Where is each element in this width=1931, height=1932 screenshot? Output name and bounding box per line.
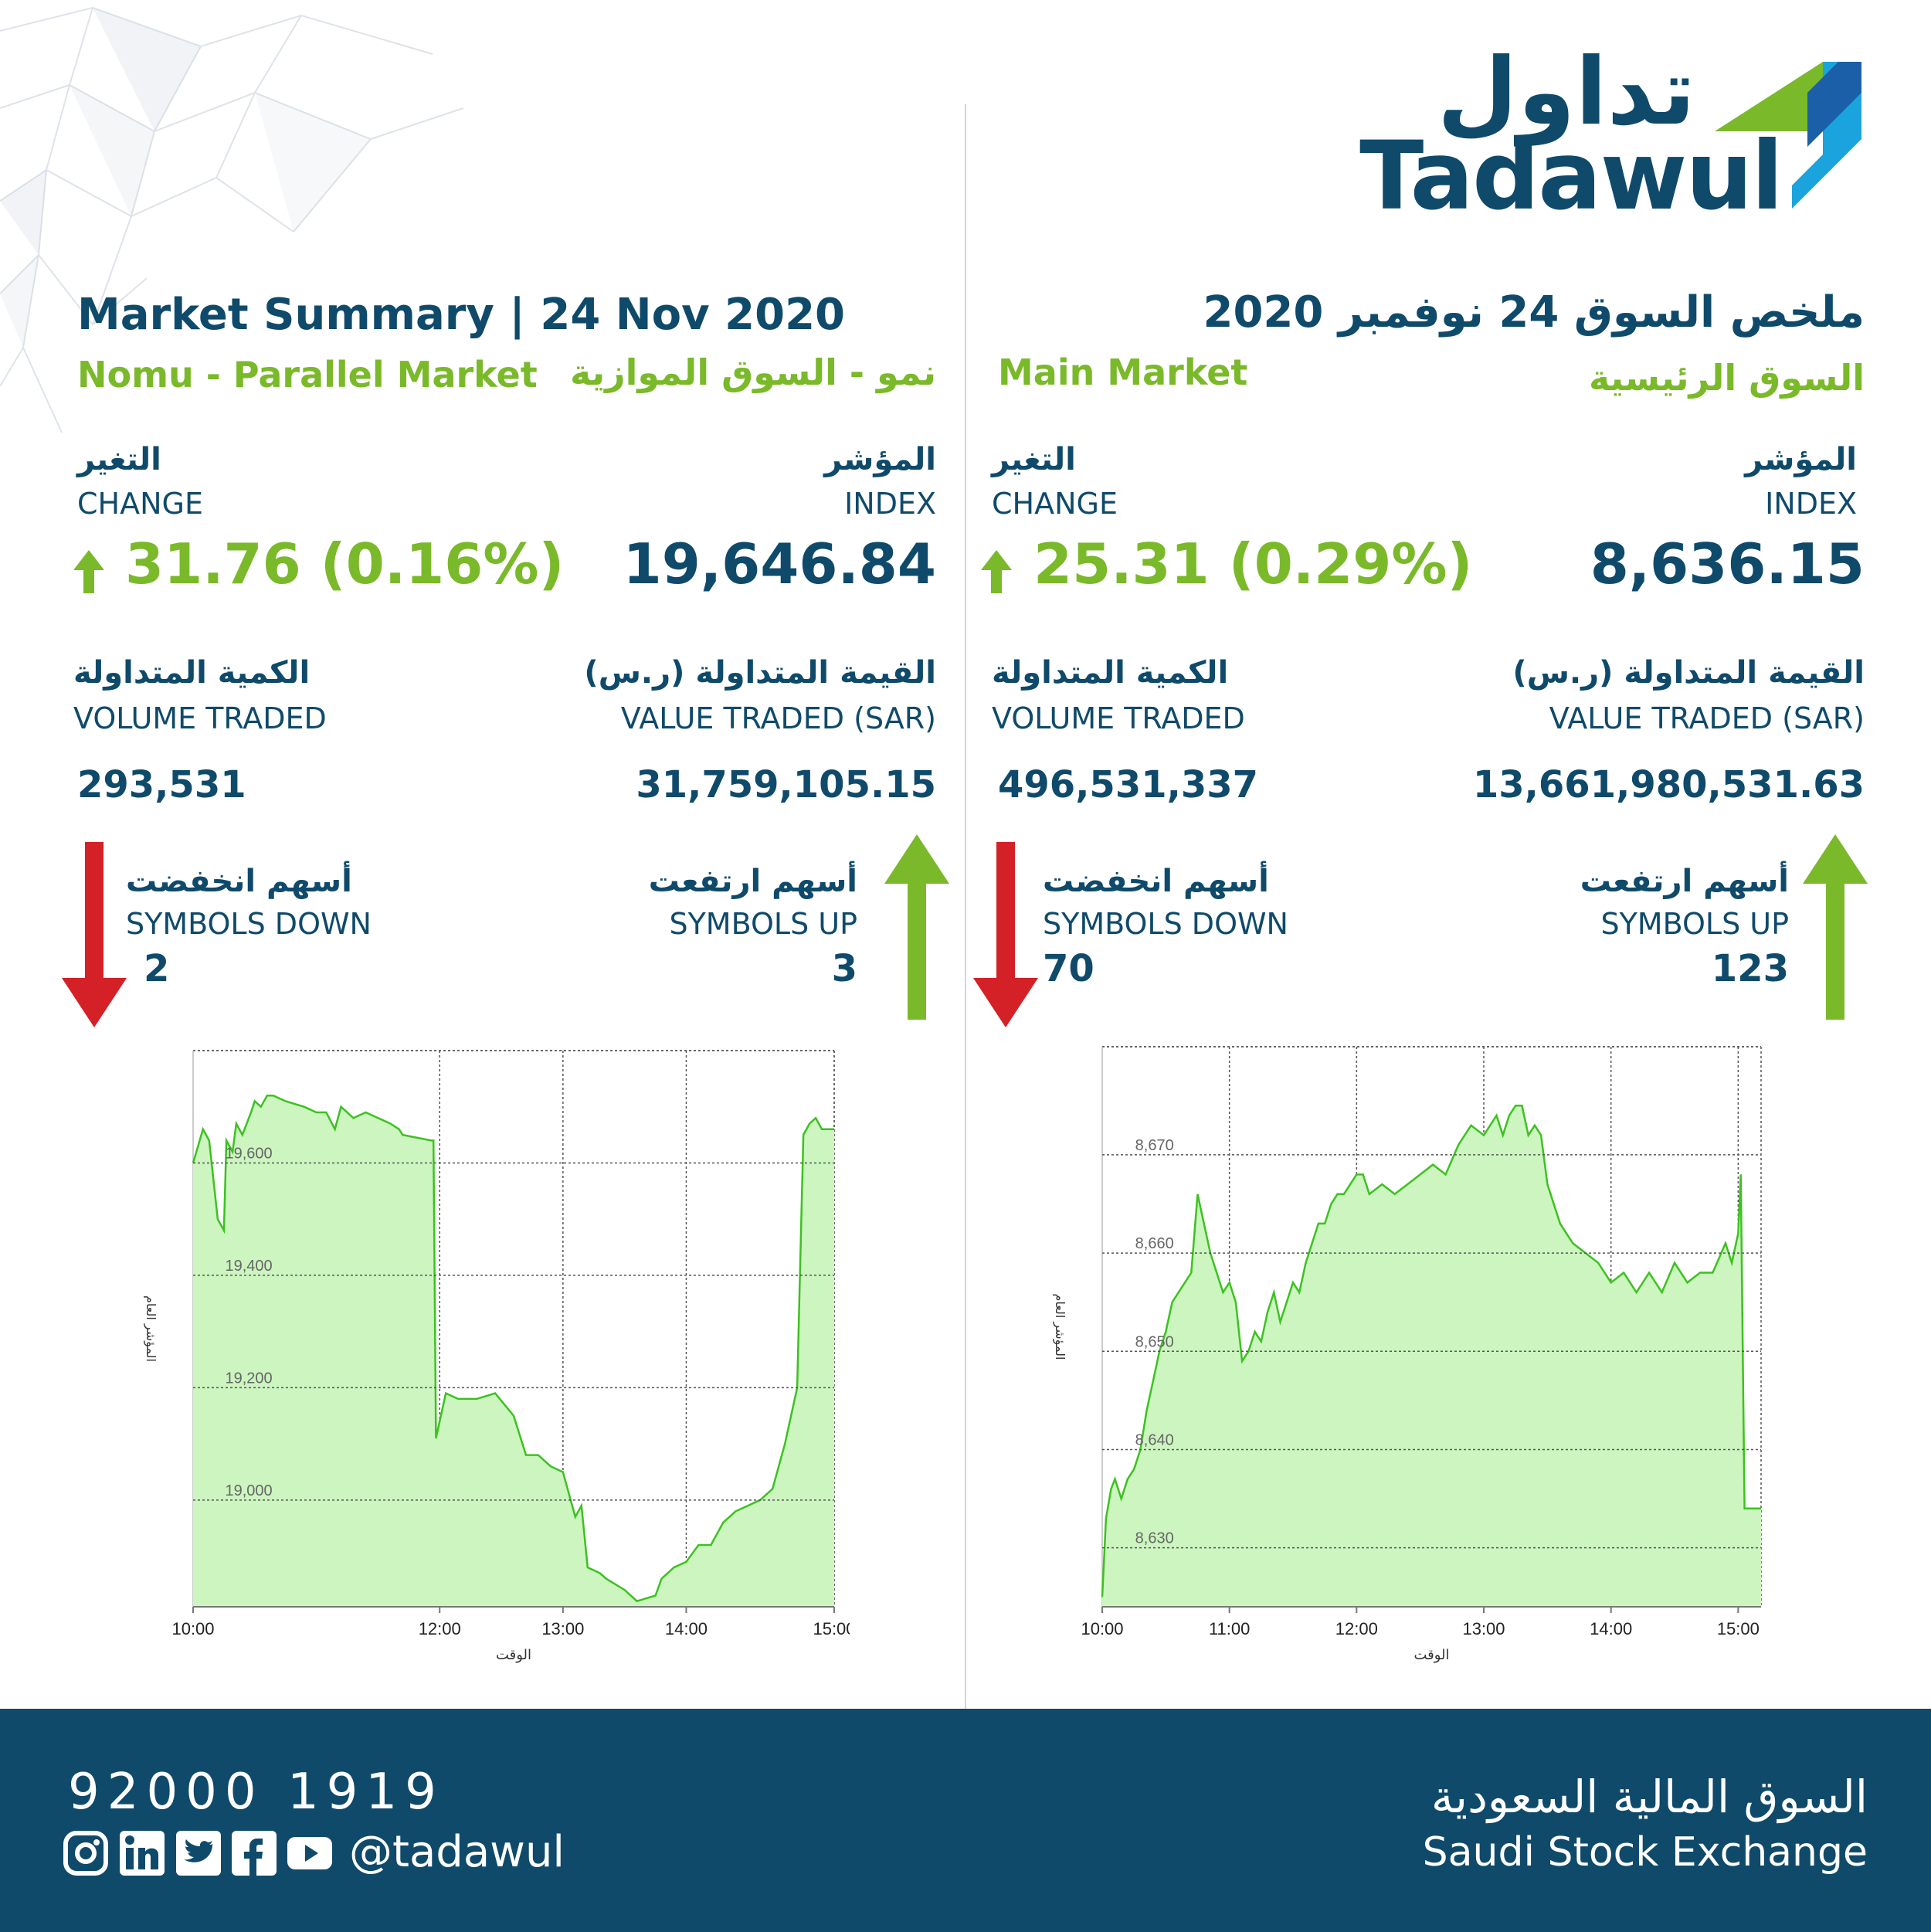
instagram-icon[interactable] [63,1831,108,1876]
nomu-up-label-ar: أسهم ارتفعت [648,864,857,899]
facebook-icon[interactable] [232,1831,277,1876]
x-tick-label: 13:00 [1462,1619,1505,1638]
main-down-label-ar: أسهم انخفضت [1043,864,1269,899]
nomu-title: Market Summary | 24 Nov 2020 [77,290,845,340]
main-up-label-ar: أسهم ارتفعت [1580,864,1789,899]
x-tick-label: 14:00 [665,1619,708,1638]
y-axis-title: المؤشر العام [143,1295,158,1362]
y-tick-label: 19,400 [226,1258,273,1275]
nomu-change-label-en: CHANGE [77,487,203,521]
exchange-name-en: Saudi Stock Exchange [1422,1829,1868,1876]
main-down-label-en: SYMBOLS DOWN [1043,907,1288,941]
y-tick-label: 8,660 [1135,1235,1174,1252]
nomu-down-value: 2 [144,947,170,990]
nomu-index-value: 19,646.84 [623,531,936,596]
main-down-arrow-icon [973,842,1038,1027]
main-index-label-en: INDEX [1765,487,1857,521]
phone-number[interactable]: 92000 1919 [68,1764,444,1821]
series-line [1101,1105,1761,1598]
twitter-icon[interactable] [176,1831,221,1876]
main-change-value: 25.31 (0.29%) [1033,531,1473,596]
nomu-volume-label-en: VOLUME TRADED [73,701,327,735]
linkedin-icon[interactable] [120,1831,165,1876]
y-tick-label: 19,600 [226,1145,273,1162]
exchange-name-ar: السوق المالية السعودية [1430,1771,1868,1823]
main-up-arrow-icon [981,550,1012,593]
main-change-label-en: CHANGE [992,487,1118,521]
series-area [193,1095,834,1607]
nomu-market-ar: نمو - السوق الموازية [569,351,936,393]
series-line [192,1094,834,1603]
nomu-value-label-ar: القيمة المتداولة (ر.س) [584,655,936,691]
logo-english: Tadawul [1359,121,1783,231]
main-value-label-ar: القيمة المتداولة (ر.س) [1512,655,1865,691]
social-handle[interactable]: @tadawul [349,1827,565,1877]
x-axis-title: الوقت [1413,1647,1449,1663]
y-tick-label: 8,640 [1135,1431,1174,1448]
nomu-up-arrow-icon [73,550,104,593]
x-tick-label: 10:00 [1081,1619,1123,1638]
main-value-value: 13,661,980,531.63 [1472,763,1865,806]
x-tick-label: 15:00 [1717,1619,1760,1638]
main-up-value: 123 [1711,947,1789,990]
nomu-market-en: Nomu - Parallel Market [77,354,538,396]
y-tick-label: 8,630 [1135,1530,1174,1547]
nomu-index-label-en: INDEX [844,487,936,521]
series-area [1102,1105,1761,1607]
nomu-down-label-ar: أسهم انخفضت [126,864,352,899]
main-volume-label-ar: الكمية المتداولة [992,655,1229,691]
nomu-volume-label-ar: الكمية المتداولة [73,655,311,691]
x-tick-label: 11:00 [1209,1619,1250,1638]
x-axis-title: الوقت [496,1647,531,1663]
nomu-up-big-arrow-icon [884,834,949,1020]
nomu-volume-value: 293,531 [77,763,246,806]
main-index-value: 8,636.15 [1590,531,1865,596]
x-tick-label: 10:00 [171,1619,214,1638]
main-volume-label-en: VOLUME TRADED [992,701,1245,735]
x-tick-label: 14:00 [1590,1619,1632,1638]
y-tick-label: 8,650 [1135,1333,1174,1350]
nomu-change-value: 31.76 (0.16%) [125,531,565,596]
nomu-up-value: 3 [831,947,857,990]
main-change-label-ar: التغير [992,442,1076,477]
main-market-ar: السوق الرئيسية [1588,357,1865,399]
x-tick-label: 13:00 [541,1619,584,1638]
nomu-down-arrow-icon [62,842,127,1027]
nomu-value-label-en: VALUE TRADED (SAR) [620,701,936,735]
y-axis-title: المؤشر العام [1052,1294,1067,1360]
nomu-change-label-ar: التغير [77,442,161,477]
y-tick-label: 19,200 [226,1370,273,1387]
logo-mark-icon [1715,62,1861,209]
main-market-en: Main Market [998,351,1248,393]
main-down-value: 70 [1043,947,1094,990]
center-divider [965,104,966,1711]
x-tick-label: 15:00 [813,1619,850,1638]
y-tick-label: 8,670 [1135,1137,1174,1154]
x-tick-label: 12:00 [419,1619,461,1638]
youtube-icon[interactable] [287,1831,332,1876]
nomu-index-label-ar: المؤشر [824,442,936,477]
nomu-down-label-en: SYMBOLS DOWN [126,907,372,941]
nomu-index-chart: 19,000 19,200 19,400 19,600 10:00 12:00 13:00 1… [143,1050,850,1663]
main-up-label-en: SYMBOLS UP [1600,907,1789,941]
main-volume-value: 496,531,337 [998,763,1259,806]
footer-bar [0,1709,1931,1932]
main-title: ملخص السوق 24 نوفمبر 2020 [1203,287,1865,338]
logo-arabic: تداول [1437,39,1695,146]
main-index-label-ar: المؤشر [1745,442,1857,477]
nomu-up-label-en: SYMBOLS UP [669,907,857,941]
y-tick-label: 19,000 [226,1482,273,1499]
network-decoration [0,6,464,433]
main-value-label-en: VALUE TRADED (SAR) [1549,701,1865,735]
nomu-value-value: 31,759,105.15 [636,763,936,806]
main-index-chart: 8,630 8,640 8,650 8,660 8,670 10:00 11:00 12:00… [1052,1046,1762,1663]
main-up-big-arrow-icon [1803,834,1868,1020]
x-tick-label: 12:00 [1335,1619,1378,1638]
